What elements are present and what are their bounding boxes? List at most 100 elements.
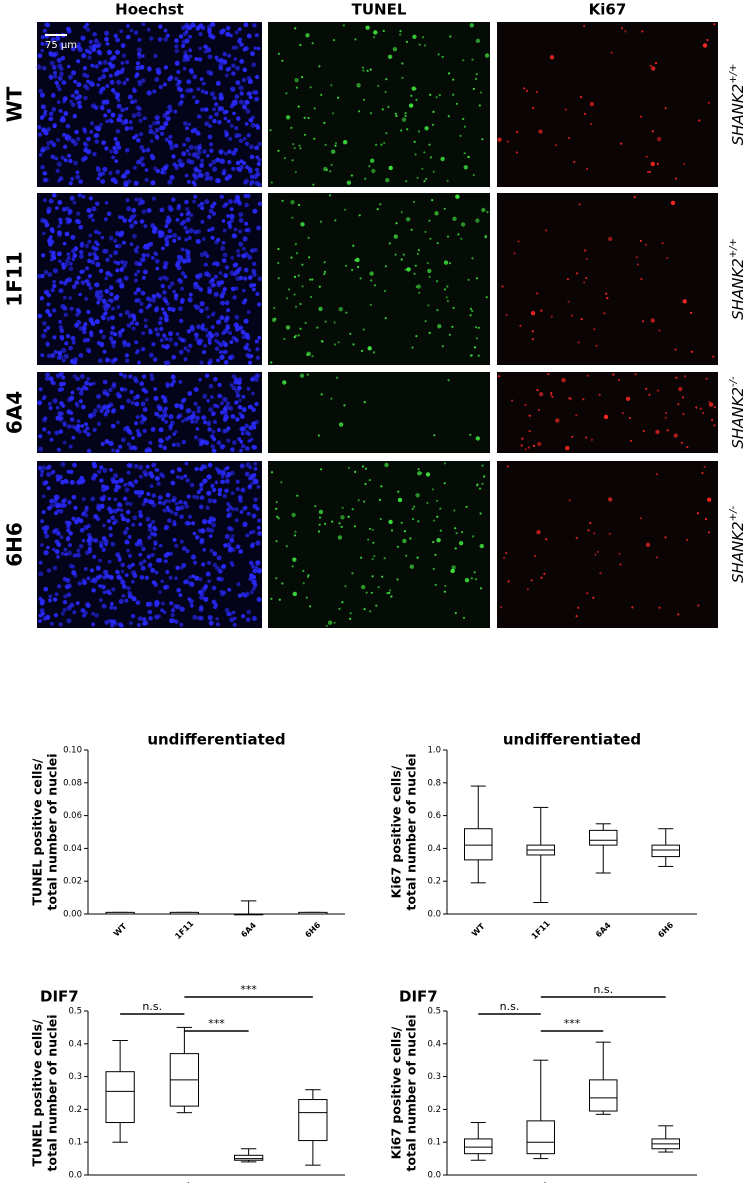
cell-signal (55, 474, 60, 479)
cell-signal (90, 103, 97, 109)
cell-signal (46, 568, 52, 573)
cell-signal (454, 612, 457, 615)
cell-signal (122, 218, 128, 223)
cell-signal (368, 527, 372, 531)
cell-signal (146, 492, 151, 496)
cell-signal (233, 199, 238, 204)
cell-signal (187, 391, 193, 396)
cell-signal (97, 507, 102, 512)
cell-signal (101, 298, 107, 304)
cell-signal (138, 131, 144, 137)
cell-signal (220, 245, 226, 251)
cell-signal (96, 404, 102, 409)
cell-signal (40, 218, 46, 223)
cell-signal (108, 170, 113, 176)
cell-signal (43, 290, 48, 295)
cell-signal (460, 222, 466, 227)
cell-signal (172, 238, 177, 243)
cell-signal (257, 335, 262, 340)
cell-signal (320, 339, 323, 343)
cell-signal (64, 520, 69, 525)
cell-signal (275, 507, 278, 510)
cell-signal (171, 442, 176, 447)
cell-signal (254, 566, 259, 570)
cell-signal (209, 148, 214, 154)
cell-signal (475, 218, 480, 223)
cell-signal (584, 249, 587, 252)
cell-signal (215, 617, 219, 621)
cell-signal (255, 347, 260, 352)
cell-signal (58, 429, 63, 434)
cell-signal (220, 469, 226, 475)
cell-signal (191, 574, 195, 579)
cell-signal (377, 586, 380, 589)
cell-signal (142, 559, 147, 563)
cell-signal (255, 171, 261, 177)
cell-signal (89, 121, 95, 126)
cell-signal (151, 228, 157, 234)
cell-signal (429, 237, 432, 240)
cell-signal (111, 343, 116, 349)
cell-signal (242, 67, 248, 73)
cell-signal (195, 239, 200, 244)
cell-signal (151, 298, 157, 303)
cell-signal (388, 589, 392, 592)
cell-signal (194, 100, 199, 105)
cell-signal (66, 469, 71, 474)
cell-signal (165, 116, 170, 120)
cell-signal (118, 215, 122, 220)
cell-signal (76, 320, 82, 325)
cell-signal (203, 107, 209, 112)
cell-signal (243, 298, 248, 303)
cell-signal (458, 541, 464, 546)
cell-signal (83, 322, 88, 326)
cell-signal (707, 497, 712, 502)
cell-signal (135, 600, 141, 606)
cell-signal (245, 108, 251, 114)
cell-signal (197, 143, 202, 148)
cell-signal (531, 338, 535, 341)
cell-signal (176, 415, 181, 420)
cell-signal (206, 47, 212, 53)
cell-signal (75, 170, 80, 175)
cell-signal (132, 376, 138, 381)
cell-signal (110, 541, 116, 547)
cell-signal (256, 597, 262, 602)
cell-signal (340, 515, 345, 520)
cell-signal (192, 614, 198, 620)
cell-signal (44, 525, 50, 531)
cell-signal (255, 291, 260, 297)
cell-signal (120, 107, 125, 113)
cell-signal (401, 62, 404, 65)
cell-signal (484, 53, 490, 58)
cell-signal (427, 268, 432, 274)
cell-signal (165, 33, 170, 38)
cell-signal (318, 306, 323, 312)
cell-signal (575, 615, 578, 618)
cell-signal (526, 588, 529, 591)
cell-signal (160, 283, 166, 289)
genotype-superscript: +/- (728, 506, 739, 522)
cell-signal (395, 114, 398, 118)
cell-signal (256, 525, 261, 530)
gene-name: SHANK2 (729, 387, 747, 449)
cell-signal (214, 332, 220, 337)
cell-signal (275, 501, 278, 504)
cell-signal (250, 481, 255, 486)
cell-signal (618, 378, 621, 382)
cell-signal (629, 439, 633, 442)
cell-signal (101, 86, 106, 91)
cell-signal (52, 565, 58, 571)
cell-signal (244, 221, 249, 226)
cell-signal (55, 83, 61, 89)
cell-signal (245, 533, 250, 538)
cell-signal (69, 99, 74, 104)
cell-signal (49, 60, 55, 66)
cell-signal (52, 283, 57, 289)
cell-signal (247, 78, 253, 85)
cell-signal (107, 298, 112, 303)
cell-signal (60, 304, 66, 309)
cell-signal (207, 427, 212, 432)
cell-signal (608, 236, 613, 242)
cell-signal (197, 57, 203, 62)
